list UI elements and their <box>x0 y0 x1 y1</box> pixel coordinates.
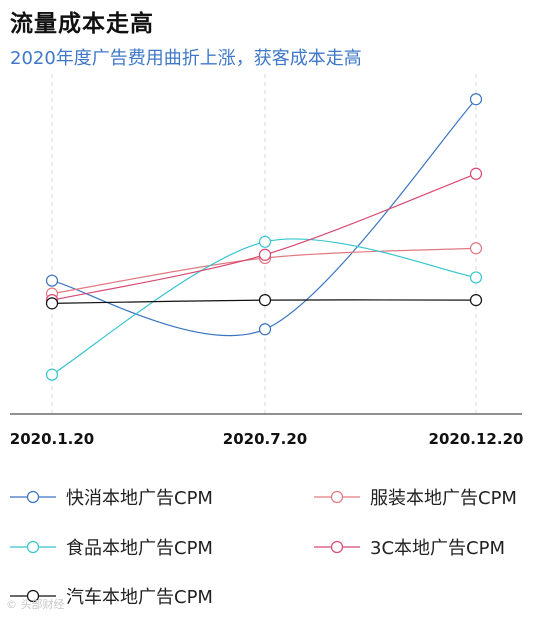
data-point-auto <box>469 294 483 307</box>
data-point-food <box>258 235 272 248</box>
data-point-electronics <box>258 248 272 261</box>
legend-item-fmcg: 快消本地广告CPM <box>10 484 213 510</box>
legend-label: 3C本地广告CPM <box>370 538 505 559</box>
data-point-auto <box>258 294 272 307</box>
data-point-electronics <box>469 167 483 180</box>
data-point-fmcg <box>258 323 272 336</box>
x-tick-label: 2020.7.20 <box>223 430 307 448</box>
legend-swatch <box>10 540 56 554</box>
legend-item-apparel: 服装本地广告CPM <box>314 484 517 510</box>
legend-label: 服装本地广告CPM <box>370 488 517 509</box>
x-tick-label: 2020.12.20 <box>429 430 524 448</box>
legend-swatch <box>10 490 56 504</box>
data-point-food <box>45 368 59 381</box>
data-point-food <box>469 271 483 284</box>
legend-label: 汽车本地广告CPM <box>66 587 213 608</box>
legend-item-auto: 汽车本地广告CPM <box>10 583 213 609</box>
legend-swatch <box>10 589 56 603</box>
data-point-auto <box>45 297 59 310</box>
legend-label: 食品本地广告CPM <box>66 538 213 559</box>
legend-item-food: 食品本地广告CPM <box>10 534 213 560</box>
legend-item-electronics: 3C本地广告CPM <box>314 534 505 560</box>
x-tick-label: 2020.1.20 <box>10 430 94 448</box>
legend-swatch <box>314 490 360 504</box>
data-point-fmcg <box>469 93 483 106</box>
chart-subtitle: 2020年度广告费用曲折上涨，获客成本走高 <box>10 48 362 69</box>
watermark: © 头部财经 <box>6 598 65 611</box>
legend-label: 快消本地广告CPM <box>66 488 213 509</box>
data-point-fmcg <box>45 274 59 287</box>
line-chart: 2020.1.20 2020.7.20 2020.12.20 <box>10 74 524 448</box>
legend-swatch <box>314 540 360 554</box>
chart-title: 流量成本走高 <box>10 11 154 37</box>
data-point-apparel <box>469 242 483 255</box>
